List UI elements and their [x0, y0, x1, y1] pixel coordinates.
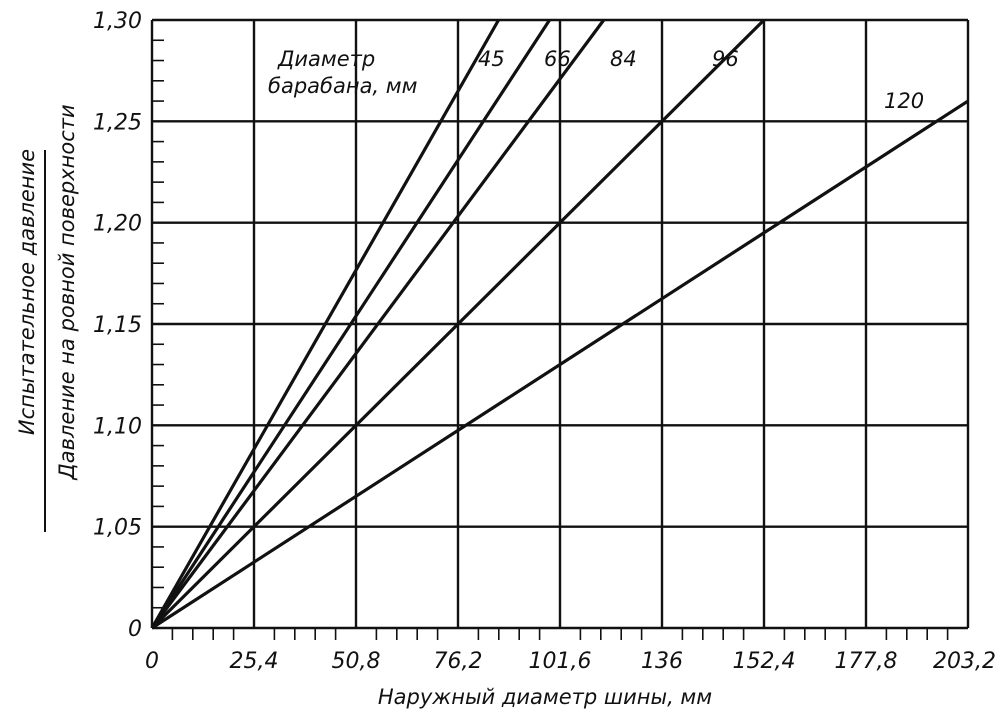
x-tick-label: 0 — [145, 649, 159, 674]
x-tick-label: 50,8 — [332, 649, 381, 674]
series-lines — [150, 18, 969, 630]
x-tick-labels: 0 25,4 50,8 76,2 101,6 136 152,4 177,8 203,2 — [145, 649, 996, 674]
legend: Диаметр барабана, мм — [268, 47, 418, 98]
series-label-120: 120 — [884, 89, 924, 113]
minor-ticks — [152, 39, 949, 640]
legend-title-line1: Диаметр — [277, 47, 375, 71]
y-tick-label: 1,20 — [93, 212, 142, 237]
y-tick-label: 1,30 — [93, 9, 142, 34]
grid — [150, 18, 970, 630]
x-tick-label: 136 — [641, 649, 683, 674]
series-line-120 — [151, 99, 969, 630]
y-axis-title-top: Испытательное давление — [15, 149, 39, 435]
series-line-45 — [150, 19, 500, 629]
x-tick-label: 203,2 — [933, 649, 996, 674]
series-line-66 — [150, 19, 551, 629]
y-tick-label: 0 — [128, 617, 142, 642]
x-tick-label: 177,8 — [835, 649, 898, 674]
x-tick-label: 101,6 — [529, 649, 592, 674]
y-tick-label: 1,10 — [93, 414, 142, 439]
x-tick-label: 76,2 — [434, 649, 483, 674]
x-tick-label: 25,4 — [230, 649, 279, 674]
series-line-84 — [150, 19, 606, 629]
y-tick-label: 1,05 — [93, 516, 142, 541]
y-tick-label: 1,25 — [93, 110, 142, 135]
series-label-96: 96 — [712, 47, 739, 71]
series-label-66: 66 — [544, 47, 571, 71]
y-tick-labels: 0 1,05 1,10 1,15 1,20 1,25 1,30 — [93, 9, 142, 642]
series-label-84: 84 — [610, 47, 637, 71]
series-label-45: 45 — [478, 47, 505, 71]
legend-title-line2: барабана, мм — [268, 74, 418, 98]
series-labels: 45 66 84 96 120 — [478, 47, 924, 113]
x-axis-title: Наружный диаметр шины, мм — [378, 685, 712, 709]
series-line-96 — [150, 18, 766, 630]
y-tick-label: 1,15 — [93, 313, 142, 338]
y-axis-title-bottom: Давление на ровной поверхности — [55, 104, 79, 480]
x-tick-label: 152,4 — [733, 649, 796, 674]
